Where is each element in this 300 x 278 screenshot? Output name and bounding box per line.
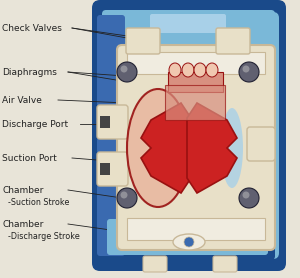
- Text: Diaphragms: Diaphragms: [2, 68, 57, 76]
- Ellipse shape: [194, 63, 206, 77]
- Circle shape: [184, 237, 194, 247]
- FancyBboxPatch shape: [102, 10, 275, 68]
- Bar: [150, 142, 220, 152]
- Circle shape: [117, 188, 137, 208]
- FancyBboxPatch shape: [216, 28, 250, 54]
- Circle shape: [242, 66, 250, 73]
- FancyBboxPatch shape: [102, 214, 275, 260]
- Ellipse shape: [127, 89, 189, 207]
- Bar: [165, 85, 225, 120]
- Text: Suction Port: Suction Port: [2, 153, 57, 163]
- Text: Air Valve: Air Valve: [2, 96, 42, 105]
- FancyBboxPatch shape: [213, 256, 237, 272]
- Text: Check Valves: Check Valves: [2, 24, 62, 33]
- Polygon shape: [187, 103, 237, 193]
- Polygon shape: [141, 103, 191, 193]
- Ellipse shape: [206, 63, 218, 77]
- Circle shape: [239, 188, 259, 208]
- Circle shape: [239, 62, 259, 82]
- Text: Chamber: Chamber: [2, 220, 44, 229]
- Bar: [100, 163, 110, 175]
- Text: -Suction Stroke: -Suction Stroke: [8, 197, 69, 207]
- Text: Discharge Port: Discharge Port: [2, 120, 68, 128]
- Circle shape: [117, 62, 137, 82]
- FancyBboxPatch shape: [92, 0, 286, 271]
- Text: Chamber: Chamber: [2, 185, 44, 195]
- FancyBboxPatch shape: [117, 45, 275, 250]
- FancyBboxPatch shape: [212, 12, 279, 259]
- FancyBboxPatch shape: [97, 15, 125, 256]
- Ellipse shape: [182, 63, 194, 77]
- Circle shape: [121, 192, 128, 198]
- Circle shape: [242, 192, 250, 198]
- Bar: [100, 116, 110, 128]
- Bar: [155, 14, 220, 30]
- FancyBboxPatch shape: [107, 219, 268, 255]
- Ellipse shape: [173, 234, 205, 250]
- Ellipse shape: [169, 63, 181, 77]
- FancyBboxPatch shape: [247, 127, 275, 161]
- Bar: [168, 72, 223, 92]
- FancyBboxPatch shape: [126, 28, 160, 54]
- FancyBboxPatch shape: [97, 105, 128, 139]
- Bar: [127, 218, 265, 240]
- Circle shape: [121, 66, 128, 73]
- FancyBboxPatch shape: [97, 152, 128, 186]
- Text: -Discharge Stroke: -Discharge Stroke: [8, 232, 80, 240]
- FancyBboxPatch shape: [143, 256, 167, 272]
- FancyBboxPatch shape: [150, 14, 226, 33]
- Ellipse shape: [221, 108, 243, 188]
- Bar: [127, 52, 265, 74]
